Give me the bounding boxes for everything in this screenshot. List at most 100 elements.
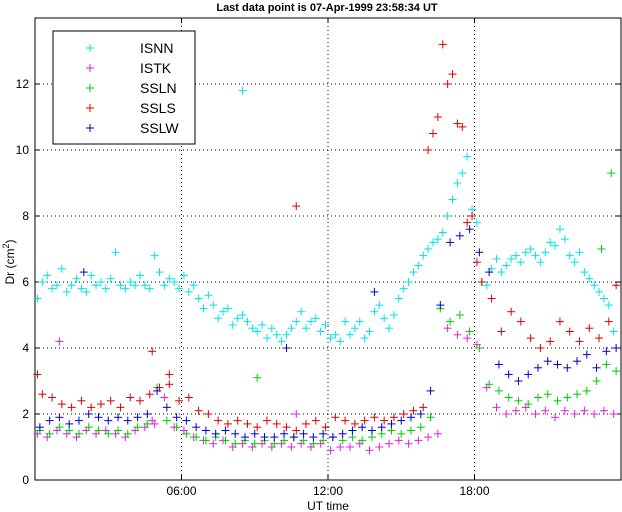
point-isnn	[43, 271, 52, 280]
point-istk	[345, 443, 354, 451]
point-isnn	[350, 324, 359, 333]
point-ssln	[192, 433, 201, 442]
point-ssln	[133, 423, 142, 432]
point-ssls	[165, 370, 174, 379]
point-ssls	[585, 324, 594, 333]
point-isnn	[116, 281, 125, 290]
point-ssls	[448, 70, 457, 79]
point-isnn	[555, 225, 564, 234]
point-isnn	[106, 274, 115, 283]
point-isnn	[165, 274, 174, 283]
point-ssls	[165, 380, 174, 389]
point-istk	[287, 443, 296, 451]
point-ssln	[182, 429, 191, 438]
point-isnn	[536, 258, 545, 267]
point-sslw	[504, 370, 513, 379]
point-ssls	[67, 403, 76, 412]
point-sslw	[602, 347, 611, 356]
point-isnn	[306, 317, 315, 326]
point-isnn	[150, 251, 159, 260]
point-sslw	[358, 423, 367, 432]
point-isnn	[516, 258, 525, 267]
point-isnn	[233, 314, 242, 323]
point-ssls	[555, 317, 564, 326]
point-istk	[336, 443, 345, 451]
point-ssln	[250, 439, 259, 448]
point-sslw	[79, 268, 88, 277]
point-isnn	[258, 320, 267, 329]
point-istk	[599, 406, 608, 415]
point-sslw	[397, 416, 406, 425]
point-sslw	[299, 429, 308, 438]
y-tick-label: 0	[22, 473, 29, 487]
point-sslw	[280, 429, 289, 438]
point-isnn	[82, 287, 91, 296]
point-isnn	[48, 284, 57, 293]
point-ssln	[524, 400, 533, 409]
y-tick-label: 8	[22, 209, 29, 223]
legend-label-sslw: SSLW	[140, 120, 179, 136]
point-ssln	[446, 317, 455, 326]
point-istk	[414, 436, 423, 445]
point-ssls	[175, 396, 184, 405]
point-isnn	[419, 251, 428, 260]
legend-marker-ssls	[86, 104, 94, 112]
point-isnn	[170, 278, 179, 286]
point-ssln	[407, 426, 416, 435]
point-isnn	[253, 327, 262, 336]
chart-title: Last data point is 07-Apr-1999 23:58:34 …	[216, 2, 438, 14]
point-isnn	[87, 271, 96, 280]
point-ssln	[597, 245, 606, 253]
point-istk	[292, 410, 301, 418]
point-isnn	[155, 268, 164, 277]
point-sslw	[387, 419, 396, 428]
point-istk	[160, 393, 169, 402]
point-ssls	[424, 146, 433, 154]
y-tick-label: 6	[22, 275, 29, 289]
point-sslw	[289, 433, 298, 442]
point-ssls	[612, 281, 621, 290]
point-sslw	[514, 377, 523, 385]
point-ssls	[292, 426, 301, 435]
point-ssls	[282, 423, 291, 432]
point-ssls	[595, 334, 604, 343]
point-ssls	[487, 294, 496, 303]
point-isnn	[453, 179, 462, 187]
point-isnn	[345, 330, 354, 339]
point-ssln	[416, 423, 425, 432]
legend-label-istk: ISTK	[140, 60, 172, 76]
point-isnn	[502, 261, 511, 270]
point-sslw	[573, 357, 582, 366]
point-sslw	[84, 410, 93, 418]
point-sslw	[446, 238, 455, 247]
point-ssln	[231, 439, 240, 448]
data-marks	[33, 40, 621, 455]
point-ssln	[397, 429, 406, 438]
point-ssls	[262, 416, 271, 425]
point-isnn	[72, 274, 81, 283]
point-ssls	[223, 419, 232, 428]
point-ssls	[604, 317, 613, 326]
point-isnn	[521, 248, 530, 257]
point-ssls	[292, 202, 301, 211]
point-sslw	[582, 350, 591, 359]
legend-box	[52, 30, 196, 145]
point-ssls	[438, 40, 447, 49]
point-ssls	[458, 122, 467, 131]
point-ssln	[592, 377, 601, 385]
x-tick-label: 18:00	[459, 484, 489, 498]
point-isnn	[448, 195, 457, 204]
point-isnn	[394, 294, 403, 303]
point-isnn	[321, 320, 330, 329]
point-isnn	[365, 327, 374, 336]
point-ssls	[428, 129, 437, 138]
point-sslw	[260, 433, 269, 442]
point-isnn	[609, 327, 618, 336]
point-isnn	[389, 311, 398, 319]
point-ssls	[380, 416, 389, 425]
point-sslw	[370, 287, 379, 296]
point-ssls	[184, 393, 193, 402]
point-isnn	[492, 254, 501, 263]
point-ssls	[433, 113, 442, 121]
point-isnn	[179, 271, 188, 280]
